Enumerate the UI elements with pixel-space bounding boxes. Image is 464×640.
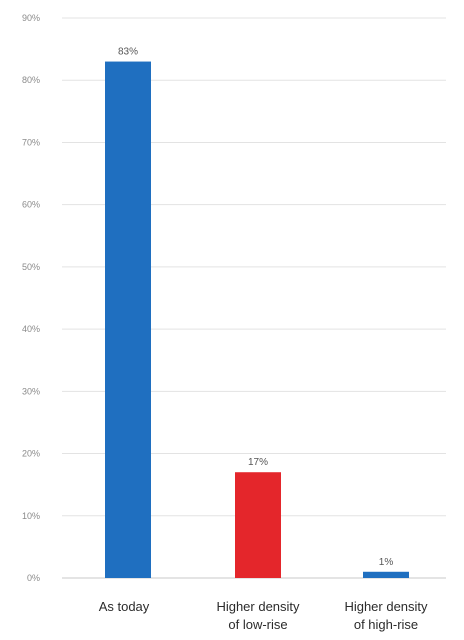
y-tick-label: 50% (22, 262, 40, 272)
bars (105, 61, 409, 579)
data-label: 1% (379, 557, 394, 568)
y-tick-label: 0% (27, 573, 40, 583)
y-tick-label: 20% (22, 449, 40, 459)
data-labels: 83% 17% 1% (118, 47, 393, 568)
bar (105, 61, 151, 579)
y-tick-label: 60% (22, 200, 40, 210)
x-axis-categories: As today Higher density of low-rise Higher … (99, 599, 428, 632)
category-label: of high-rise (354, 617, 418, 632)
category-label: As today (99, 599, 150, 614)
y-axis-ticks: 0% 10% 20% 30% 40% 50% 60% 70% 80% 90% (22, 13, 40, 583)
y-tick-label: 70% (22, 137, 40, 147)
data-label: 17% (248, 457, 268, 468)
data-label: 83% (118, 47, 138, 58)
y-tick-label: 90% (22, 13, 40, 23)
bar (363, 571, 409, 578)
y-tick-label: 30% (22, 386, 40, 396)
category-label: of low-rise (228, 617, 287, 632)
bar (235, 472, 281, 578)
category-label: Higher density (344, 599, 428, 614)
y-tick-label: 40% (22, 324, 40, 334)
category-label: Higher density (216, 599, 300, 614)
y-tick-label: 80% (22, 75, 40, 85)
y-tick-label: 10% (22, 511, 40, 521)
